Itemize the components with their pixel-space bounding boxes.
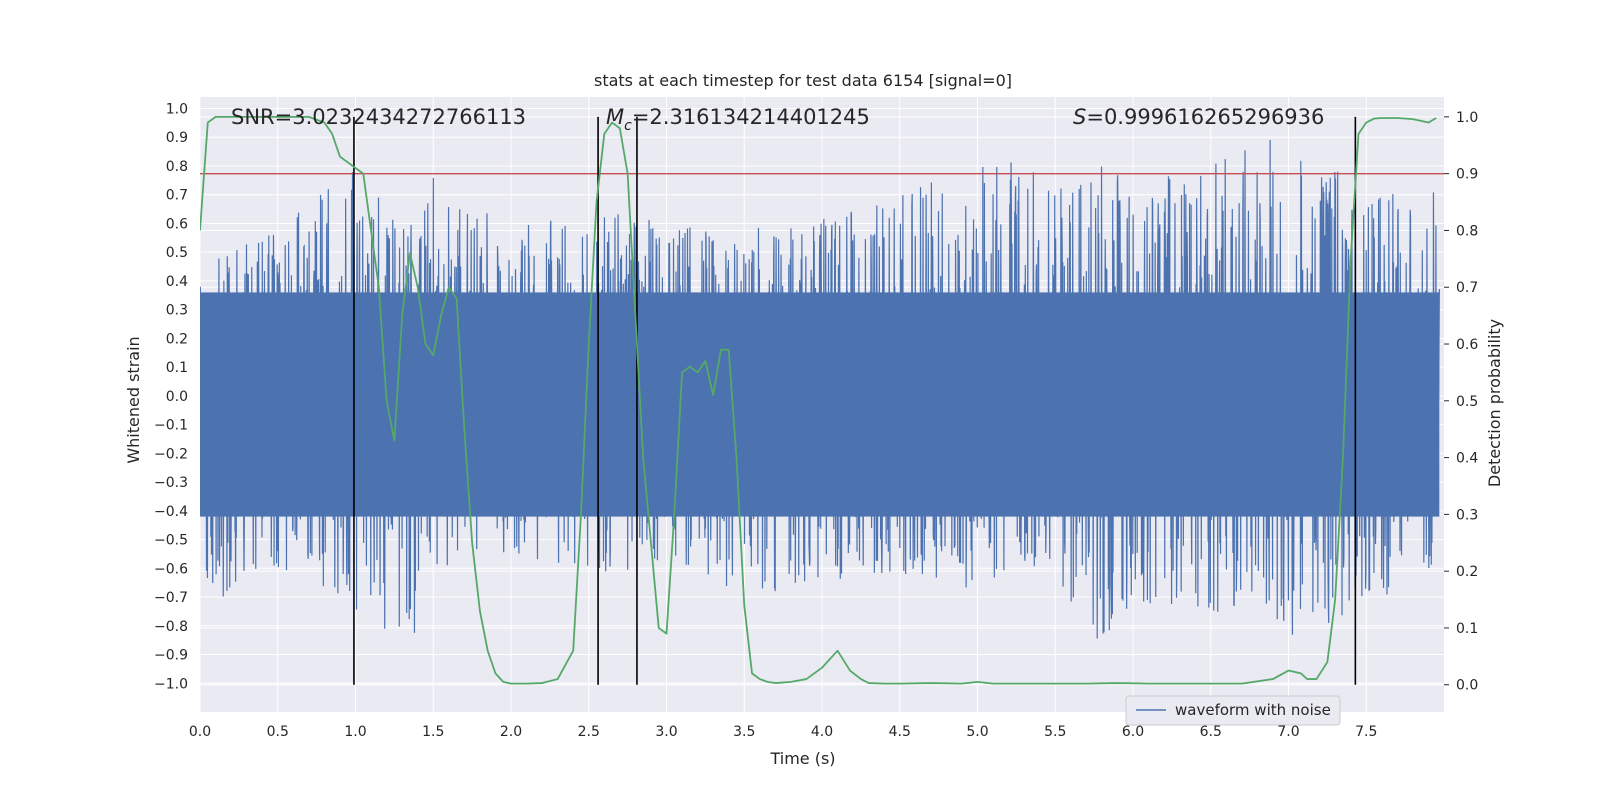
y2-tick-label: 0.7: [1456, 280, 1478, 296]
x-tick-label: 0.0: [189, 724, 211, 740]
y2-tick-label: 0.9: [1456, 167, 1478, 183]
y-tick-label: −0.9: [154, 648, 188, 664]
y-tick-label: −0.4: [154, 504, 188, 520]
legend-box: [1125, 695, 1341, 726]
x-tick-label: 6.0: [1122, 724, 1144, 740]
y-tick-label: 0.2: [166, 331, 188, 347]
waveform-series: [200, 139, 1440, 639]
x-tick-label: 1.5: [422, 724, 444, 740]
y-tick-label: −0.3: [154, 475, 188, 491]
x-tick-label: 2.0: [500, 724, 522, 740]
y2-tick-label: 0.6: [1456, 337, 1478, 353]
probability-line: [200, 115, 1437, 685]
score-annotation: S=0.999616265296936: [1073, 105, 1324, 129]
x-tick-label: 4.0: [811, 724, 833, 740]
x-tick-label: 7.0: [1277, 724, 1299, 740]
y-tick-label: 0.4: [166, 274, 188, 290]
mc-subscript: c: [624, 118, 632, 134]
y-tick-label: −0.2: [154, 446, 188, 462]
s-symbol: S: [1073, 105, 1086, 129]
x-tick-label: 6.5: [1200, 724, 1222, 740]
x-axis-ticks: 0.0 0.5 1.0 1.5 2.0 2.5 3.0 3.5 4.0 4.5 5.0 5.5 6.0 6…: [189, 724, 1378, 740]
y2-axis-title: Detection probability: [1485, 319, 1504, 487]
y-tick-label: 0.7: [166, 188, 188, 204]
x-tick-label: 0.5: [267, 724, 289, 740]
y2-axis-ticks: 1.0 0.9 0.8 0.7 0.6 0.5 0.4 0.3 0.2 0.1 0.0: [1444, 110, 1478, 694]
y-tick-label: −0.6: [154, 561, 188, 577]
y-tick-label: 0.5: [166, 245, 188, 261]
y-tick-label: 0.1: [166, 360, 188, 376]
y-tick-label: 0.8: [166, 159, 188, 175]
x-tick-label: 7.5: [1355, 724, 1377, 740]
y-tick-label: 0.3: [166, 303, 188, 319]
probability-series: [200, 115, 1437, 685]
x-tick-label: 5.5: [1044, 724, 1066, 740]
snr-annotation: SNR=3.0232434272766113: [231, 105, 526, 129]
y2-tick-label: 0.2: [1456, 564, 1478, 580]
mc-value: =2.316134214401245: [632, 105, 870, 129]
y2-tick-label: 0.1: [1456, 621, 1478, 637]
x-tick-label: 4.5: [889, 724, 911, 740]
y-tick-label: −1.0: [154, 676, 188, 692]
legend-label: waveform with noise: [1175, 701, 1331, 719]
x-tick-label: 3.5: [733, 724, 755, 740]
chirp-mass-annotation: Mc=2.316134214401245: [606, 105, 870, 134]
chart-title: stats at each timestep for test data 615…: [594, 71, 1012, 90]
y-tick-label: −0.8: [154, 619, 188, 635]
mc-symbol: M: [606, 105, 624, 129]
vertical-markers: [353, 116, 1357, 685]
y-tick-label: −0.5: [154, 533, 188, 549]
x-tick-label: 1.0: [344, 724, 366, 740]
y2-tick-label: 0.4: [1456, 451, 1478, 467]
y-axis-ticks: 1.0 0.9 0.8 0.7 0.6 0.5 0.4 0.3 0.2 0.1 0.0 −0.1 −0.…: [154, 101, 188, 692]
x-axis-title: Time (s): [769, 749, 835, 768]
s-value: =0.999616265296936: [1086, 105, 1324, 129]
y-tick-label: 0.6: [166, 216, 188, 232]
legend: waveform with noise: [1125, 695, 1341, 726]
y2-tick-label: 0.3: [1456, 507, 1478, 523]
y2-tick-label: 0.0: [1456, 678, 1478, 694]
y-axis-title: Whitened strain: [124, 336, 143, 463]
y2-tick-label: 0.8: [1456, 223, 1478, 239]
y-tick-label: 0.9: [166, 130, 188, 146]
y-tick-label: 0.0: [166, 389, 188, 405]
x-tick-label: 5.0: [966, 724, 988, 740]
y-tick-label: 1.0: [166, 101, 188, 117]
x-tick-label: 3.0: [655, 724, 677, 740]
plot-content: [200, 115, 1444, 685]
waveform-line: [200, 139, 1440, 639]
x-tick-label: 2.5: [578, 724, 600, 740]
y-tick-label: −0.7: [154, 590, 188, 606]
y2-tick-label: 1.0: [1456, 110, 1478, 126]
y-tick-label: −0.1: [154, 418, 188, 434]
y2-tick-label: 0.5: [1456, 394, 1478, 410]
